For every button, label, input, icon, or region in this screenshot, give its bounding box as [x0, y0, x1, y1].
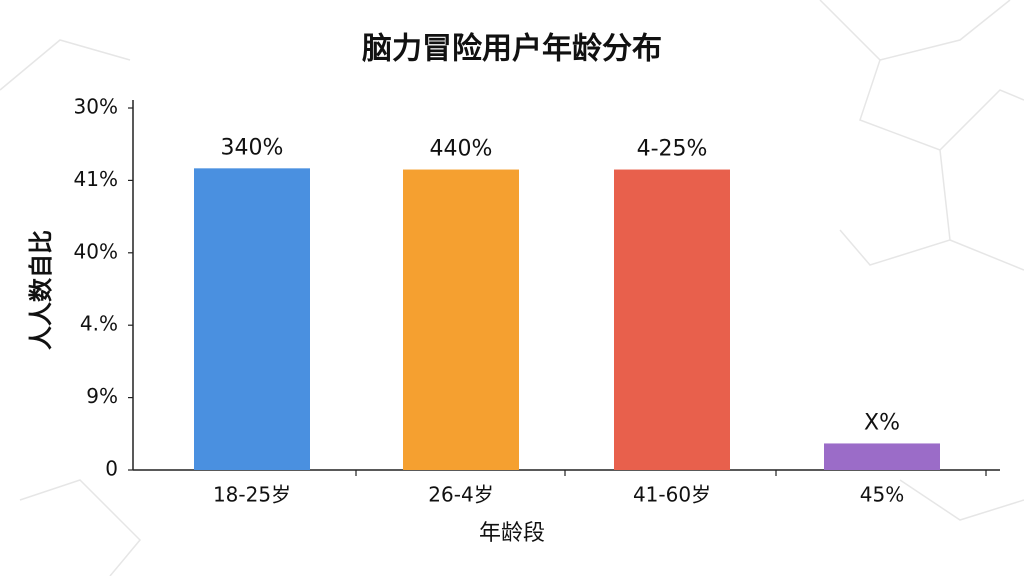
bar: [403, 169, 519, 471]
data-label: X%: [864, 410, 900, 435]
bar: [194, 168, 310, 471]
y-tick-label: 0: [105, 457, 118, 481]
y-tick-label: 40%: [74, 239, 118, 263]
x-tick-label: 45%: [860, 483, 904, 507]
y-tick-label: 9%: [86, 384, 118, 408]
y-tick-label: 41%: [74, 167, 118, 191]
data-label: 440%: [430, 137, 493, 162]
x-tick-label: 18-25岁: [213, 483, 291, 507]
x-axis-label: 年龄段: [479, 521, 545, 546]
x-tick-label: 41-60岁: [633, 483, 711, 507]
x-tick-label: 26-4岁: [428, 483, 493, 507]
y-tick-label: 30%: [74, 95, 118, 119]
y-axis-label: 人人数自比: [27, 230, 55, 350]
bar: [614, 169, 730, 471]
chart-title: 脑力冒险用户年龄分布: [362, 32, 662, 67]
data-label: 4-25%: [637, 137, 708, 162]
y-tick-label: 4.%: [80, 312, 118, 336]
bar: [824, 443, 940, 470]
data-label: 340%: [221, 135, 284, 160]
